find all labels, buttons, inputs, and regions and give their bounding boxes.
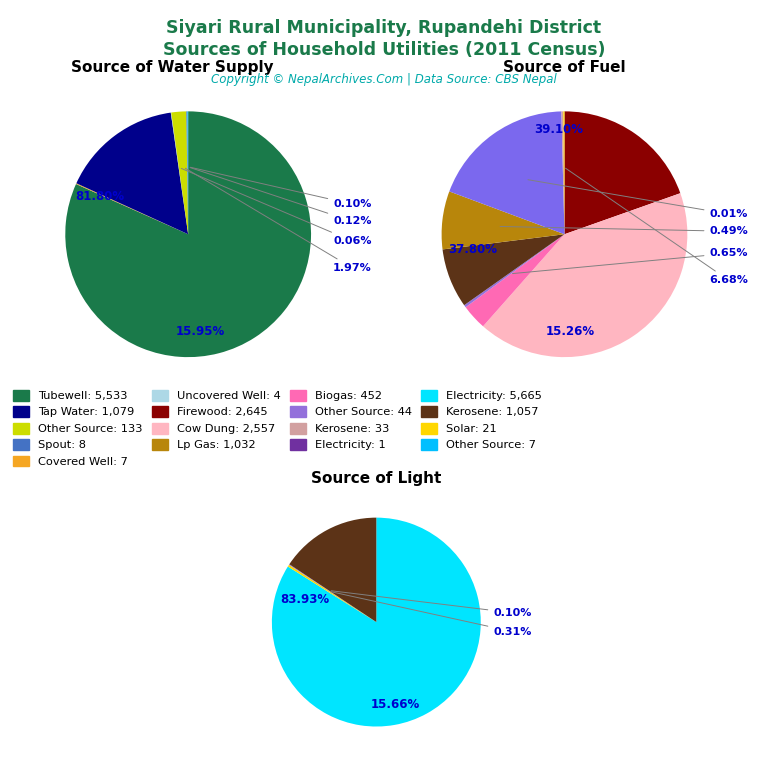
Text: 0.01%: 0.01% bbox=[528, 180, 748, 219]
Text: 1.97%: 1.97% bbox=[185, 168, 372, 273]
Wedge shape bbox=[442, 191, 564, 250]
Text: 0.49%: 0.49% bbox=[500, 227, 748, 237]
Wedge shape bbox=[171, 111, 188, 234]
Text: 37.80%: 37.80% bbox=[448, 243, 497, 256]
Title: Source of Fuel: Source of Fuel bbox=[503, 61, 626, 75]
Wedge shape bbox=[561, 111, 564, 234]
Text: 15.66%: 15.66% bbox=[370, 697, 420, 710]
Wedge shape bbox=[464, 234, 564, 307]
Text: 0.10%: 0.10% bbox=[331, 591, 531, 617]
Text: 0.31%: 0.31% bbox=[331, 591, 531, 637]
Wedge shape bbox=[290, 518, 376, 622]
Text: Copyright © NepalArchives.Com | Data Source: CBS Nepal: Copyright © NepalArchives.Com | Data Sou… bbox=[211, 73, 557, 86]
Text: Siyari Rural Municipality, Rupandehi District
Sources of Household Utilities (20: Siyari Rural Municipality, Rupandehi Dis… bbox=[163, 19, 605, 59]
Wedge shape bbox=[483, 194, 687, 357]
Legend: Tubewell: 5,533, Tap Water: 1,079, Other Source: 133, Spout: 8, Covered Well: 7,: Tubewell: 5,533, Tap Water: 1,079, Other… bbox=[13, 389, 542, 467]
Wedge shape bbox=[187, 111, 188, 234]
Text: 81.80%: 81.80% bbox=[75, 190, 124, 203]
Text: 0.65%: 0.65% bbox=[512, 248, 748, 273]
Wedge shape bbox=[449, 111, 564, 234]
Wedge shape bbox=[76, 113, 188, 234]
Text: 15.26%: 15.26% bbox=[546, 325, 595, 338]
Title: Source of Light: Source of Light bbox=[311, 472, 442, 486]
Text: 39.10%: 39.10% bbox=[534, 124, 583, 137]
Wedge shape bbox=[465, 234, 564, 326]
Wedge shape bbox=[564, 111, 680, 234]
Text: 0.12%: 0.12% bbox=[190, 167, 372, 227]
Wedge shape bbox=[76, 184, 188, 234]
Wedge shape bbox=[65, 111, 311, 357]
Wedge shape bbox=[563, 111, 564, 234]
Title: Source of Water Supply: Source of Water Supply bbox=[71, 61, 274, 75]
Wedge shape bbox=[442, 234, 564, 305]
Wedge shape bbox=[187, 111, 188, 234]
Text: 15.95%: 15.95% bbox=[176, 325, 225, 338]
Wedge shape bbox=[170, 113, 188, 234]
Wedge shape bbox=[272, 518, 481, 727]
Wedge shape bbox=[187, 111, 188, 234]
Text: 0.06%: 0.06% bbox=[181, 168, 372, 246]
Text: 0.10%: 0.10% bbox=[190, 167, 372, 209]
Wedge shape bbox=[288, 564, 376, 622]
Text: 6.68%: 6.68% bbox=[565, 168, 748, 286]
Text: 83.93%: 83.93% bbox=[281, 593, 330, 606]
Wedge shape bbox=[289, 564, 376, 622]
